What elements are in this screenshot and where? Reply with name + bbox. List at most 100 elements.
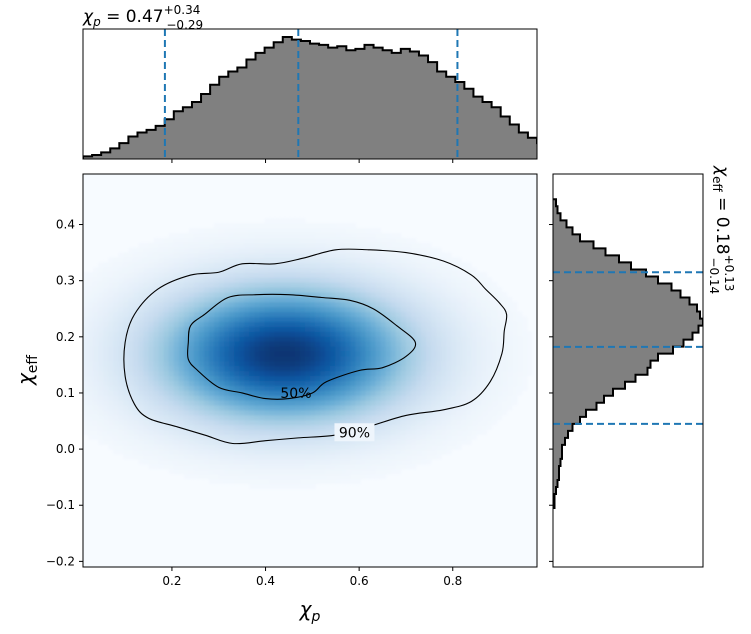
density-cell [264,409,271,416]
density-cell [234,301,240,308]
density-cell [304,449,311,455]
density-cell [481,306,488,313]
density-cell [426,331,432,337]
density-cell [219,449,225,455]
density-cell [264,414,271,421]
density-cell [451,444,457,450]
density-cell [360,272,367,278]
density-cell [330,336,336,342]
density-cell [390,262,397,268]
density-cell [431,385,437,391]
density-cell [103,419,109,426]
density-cell [254,468,261,475]
density-cell [436,449,442,455]
density-cell [118,331,124,337]
density-cell [415,390,422,396]
density-cell [153,444,160,450]
density-cell [456,429,462,435]
density-cell [506,365,513,372]
right-histogram-fill [553,199,703,509]
density-cell [466,286,473,293]
density-cell [183,390,190,396]
density-cell [526,370,533,377]
density-cell [193,370,200,377]
density-cell [410,277,417,283]
density-cell [385,296,392,303]
density-cell [274,321,281,327]
density-cell [209,419,215,426]
density-cell [93,277,99,283]
density-cell [325,360,331,367]
density-cell [279,463,286,470]
density-cell [320,286,326,293]
density-cell [350,345,356,352]
density-cell [178,316,185,322]
density-cell [264,429,271,435]
density-cell [420,380,427,386]
density-cell [315,326,321,332]
density-cell [446,267,452,273]
density-cell [380,380,387,386]
density-cell [420,444,427,450]
density-cell [219,237,225,244]
density-cell [345,336,351,342]
density-cell [304,429,311,435]
density-cell [138,458,145,465]
density-cell [128,355,135,362]
density-cell [219,262,225,268]
density-cell [254,331,261,337]
density-cell [113,336,119,342]
density-cell [360,473,367,480]
density-cell [279,237,286,244]
density-cell [350,228,356,234]
density-cell [148,385,155,391]
density-cell [360,232,367,239]
density-cell [143,404,150,411]
density-cell [103,267,109,273]
density-cell [360,326,367,332]
density-cell [405,424,412,431]
density-cell [315,277,321,283]
density-cell [143,301,150,308]
density-cell [335,355,341,362]
density-cell [466,375,473,381]
density-cell [259,267,266,273]
density-cell [390,414,397,421]
density-cell [148,321,155,327]
density-cell [219,257,225,264]
density-cell [486,311,493,318]
density-cell [436,360,442,367]
density-cell [385,326,392,332]
density-cell [269,237,276,244]
density-cell [441,257,447,264]
density-cell [310,267,316,273]
density-cell [431,375,437,381]
density-cell [410,404,417,411]
density-cell [239,316,246,322]
density-cell [224,350,230,357]
density-cell [476,370,483,377]
density-cell [441,434,447,440]
density-cell [426,345,432,352]
density-cell [390,331,397,337]
density-cell [259,419,266,426]
density-cell [244,242,251,249]
density-cell [214,404,220,411]
density-cell [385,306,392,313]
density-cell [446,375,452,381]
density-cell [153,370,160,377]
density-cell [209,306,215,313]
density-cell [426,336,432,342]
density-cell [415,444,422,450]
density-cell [148,331,155,337]
density-cell [299,365,306,372]
density-cell [441,252,447,259]
density-cell [118,404,124,411]
density-cell [173,404,180,411]
density-cell [284,419,291,426]
density-cell [415,301,422,308]
density-cell [153,350,160,357]
density-cell [249,331,256,337]
density-cell [199,252,205,259]
density-cell [254,424,261,431]
